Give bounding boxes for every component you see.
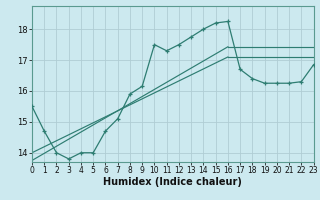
X-axis label: Humidex (Indice chaleur): Humidex (Indice chaleur) <box>103 177 242 187</box>
